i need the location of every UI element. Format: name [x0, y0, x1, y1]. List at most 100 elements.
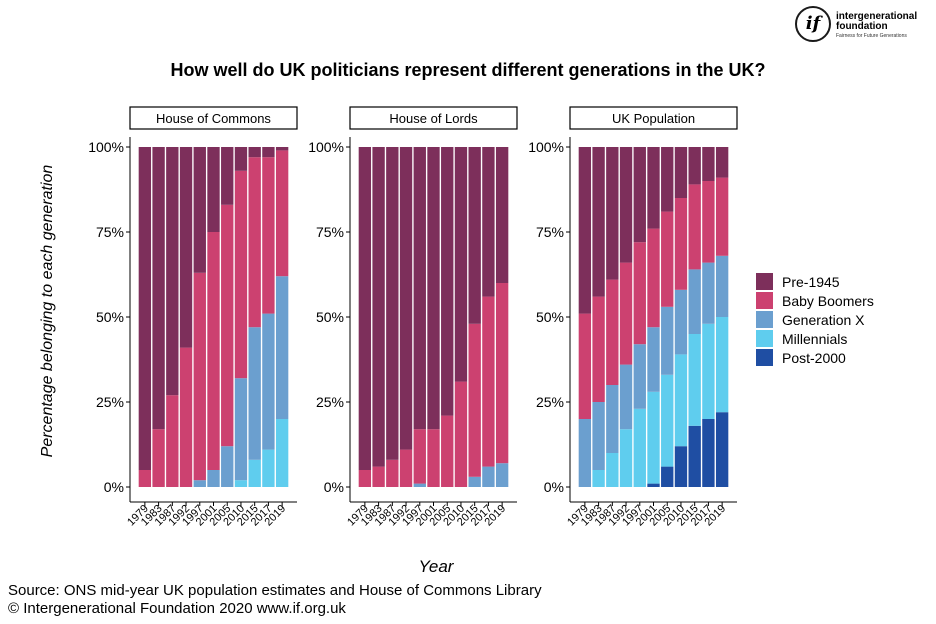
bar-segment [468, 147, 481, 324]
facet-strip-label: House of Lords [389, 111, 478, 126]
bar-segment [702, 323, 715, 419]
y-tick-label: 100% [88, 139, 124, 155]
bar-segment [234, 147, 248, 171]
bar-segment [482, 466, 495, 487]
y-tick-label: 0% [104, 479, 124, 495]
bar-segment [454, 381, 468, 487]
bar-segment [427, 147, 440, 430]
bar-segment [715, 177, 729, 256]
legend-swatch [756, 349, 773, 366]
bar-segment [248, 459, 261, 487]
bar-segment [674, 354, 688, 447]
bar-segment [413, 429, 426, 484]
y-tick-label: 0% [544, 479, 564, 495]
bar-segment [702, 147, 715, 181]
y-tick-label: 50% [536, 309, 564, 325]
bar-segment [399, 147, 413, 450]
logo-name-line2: foundation [836, 21, 888, 32]
bar-segment [207, 147, 220, 232]
bar-segment [715, 255, 729, 317]
bar-segment [166, 147, 179, 396]
bar-segment [633, 344, 646, 409]
bar-segment [647, 483, 660, 487]
bar-segment [647, 147, 660, 229]
bar-segment [262, 157, 275, 314]
bar-segment [495, 283, 509, 464]
bar-segment [482, 147, 495, 297]
bar-segment [248, 147, 261, 158]
logo-name: intergenerational foundation [836, 12, 917, 32]
bar-segment [633, 408, 646, 487]
bar-segment [715, 412, 729, 487]
bar-segment [661, 306, 674, 375]
bar-segment [234, 480, 248, 487]
bar-segment [179, 347, 193, 487]
facet-strip [569, 106, 738, 130]
legend-label: Pre-1945 [782, 273, 840, 290]
facet-strip-label: UK Population [612, 111, 695, 126]
bar-segment [661, 211, 674, 307]
legend-swatch [756, 292, 773, 309]
y-tick-label: 75% [96, 224, 124, 240]
bar-segment [262, 147, 275, 158]
bar-segment [413, 147, 426, 430]
legend-label: Post-2000 [782, 349, 846, 366]
bar-segment [372, 466, 385, 487]
bar-segment [647, 391, 660, 484]
bar-segment [619, 147, 633, 263]
bar-segment [221, 147, 234, 205]
x-axis-label: Year [418, 557, 454, 576]
copyright-line: © Intergenerational Foundation 2020 www.… [8, 600, 346, 617]
bar-segment [702, 181, 715, 263]
bar-segment [606, 385, 619, 453]
bar-segment [262, 313, 275, 450]
y-tick-label: 25% [96, 394, 124, 410]
bar-segment [619, 429, 633, 487]
bar-segment [647, 327, 660, 392]
bar-segment [688, 269, 701, 334]
bar-segment [468, 476, 481, 487]
bar-segment [495, 147, 509, 283]
bar-segment [647, 228, 660, 328]
bar-segment [275, 150, 289, 277]
y-tick-label: 50% [96, 309, 124, 325]
y-tick-label: 0% [324, 479, 344, 495]
bar-segment [606, 147, 619, 280]
bar-segment [179, 147, 193, 348]
bar-segment [138, 470, 152, 487]
bar-segment [152, 429, 165, 487]
facet-strip-label: House of Commons [156, 111, 271, 126]
bar-segment [661, 374, 674, 467]
bar-segment [674, 147, 688, 198]
bar-segment [358, 147, 372, 470]
bar-segment [578, 419, 592, 487]
bar-segment [152, 147, 165, 430]
y-tick-label: 25% [316, 394, 344, 410]
bar-segment [592, 470, 605, 487]
bar-segment [358, 470, 372, 487]
bar-segment [166, 395, 179, 487]
legend-item: Pre-1945 [756, 272, 874, 291]
bar-segment [674, 198, 688, 290]
bar-segment [275, 419, 289, 487]
y-axis-label: Percentage belonging to each generation [39, 164, 56, 458]
bar-segment [193, 480, 206, 487]
bar-segment [441, 147, 454, 416]
bar-segment [495, 463, 509, 487]
bar-segment [454, 147, 468, 382]
bar-segment [619, 364, 633, 430]
bar-segment [633, 147, 646, 243]
bar-segment [138, 147, 152, 470]
legend-item: Post-2000 [756, 348, 874, 367]
chart-title: How well do UK politicians represent dif… [170, 60, 766, 80]
legend-swatch [756, 273, 773, 290]
bar-segment [207, 232, 220, 470]
bar-segment [275, 276, 289, 419]
logo-tagline: Fairness for Future Generations [836, 33, 907, 39]
y-tick-label: 100% [308, 139, 344, 155]
bar-segment [661, 147, 674, 212]
legend-item: Generation X [756, 310, 874, 329]
bar-segment [633, 242, 646, 345]
legend-swatch [756, 330, 773, 347]
bar-segment [386, 147, 399, 460]
